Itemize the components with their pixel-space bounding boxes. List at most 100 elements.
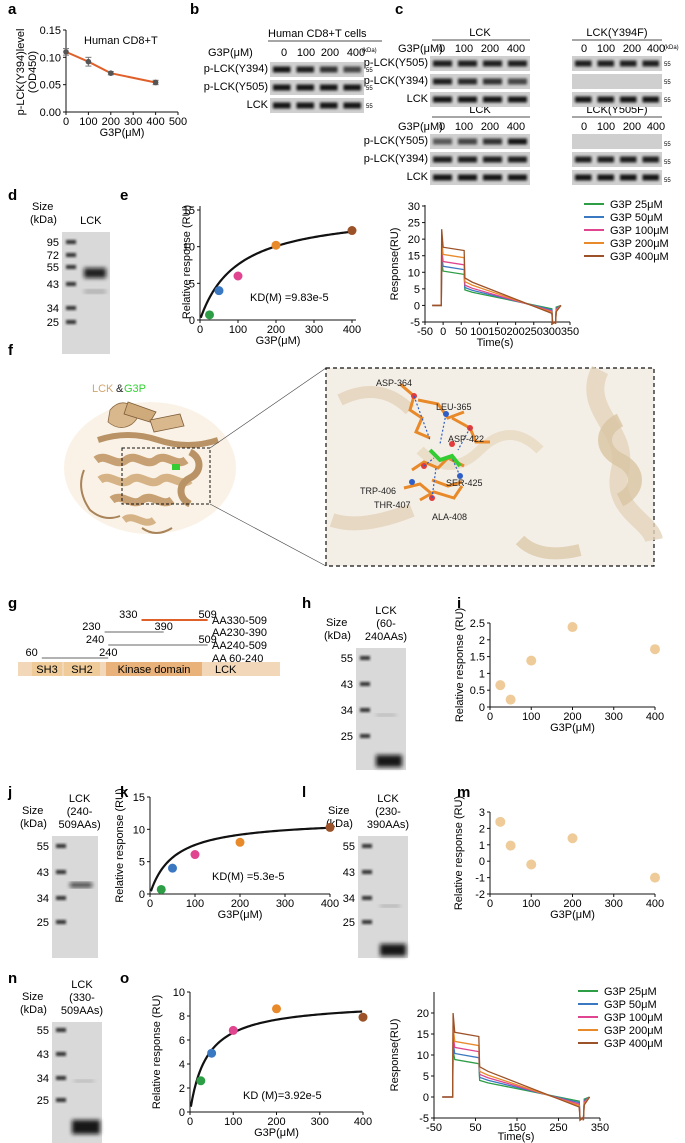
gel-ladder-band [66,320,76,324]
y-tick-label: -2 [475,889,485,901]
y-tick-label: 25 [408,218,420,230]
y-tick-label: 5 [189,278,195,290]
gel-ladder-band [56,844,66,848]
kd-label: KD(M) =5.3e-5 [212,871,284,883]
y-tick-label: 0 [479,856,485,868]
legend-label: G3P 100μM [604,1012,663,1024]
blot-strip-band [458,78,477,85]
blot-strip-band [620,60,637,67]
blot-strip-band [296,66,314,73]
blot-strip-band [483,96,502,103]
x-tick-label: 100 [79,116,97,128]
data-point [196,1076,206,1086]
blot-strip-membrane [572,92,662,107]
x-tick-label: 300 [543,326,561,338]
data-point [168,863,177,873]
gel-ladder-band [66,306,76,310]
blot-row-label: LCK [407,93,429,105]
gel-ladder-band [56,1076,66,1080]
gel-ladder-label: 95 [47,237,59,249]
panel-c-top-left-title: LCK [469,27,491,39]
gel-size-label: Size [326,617,347,629]
blot-strip-band [296,84,314,91]
data-point [214,286,224,296]
data-point [567,833,578,844]
legend-label: G3P 50μM [610,212,663,224]
x-tick-label: 200 [563,711,581,723]
gel-ladder-band [66,253,76,257]
panel-f-title-amp: & [116,383,124,395]
panel-o-sensor-ylabel: Response(RU) [389,1019,401,1092]
y-tick-label: 2 [479,823,485,835]
gel-ladder-label: 34 [37,893,49,905]
y-tick-label: -5 [410,317,420,329]
x-tick-label: 0 [197,324,203,336]
blot-strip-band [575,96,592,103]
panel-f-title-lck: LCK [92,383,114,395]
legend-label: G3P 200μM [604,1025,663,1037]
x-tick-label: 400 [343,324,361,336]
panel-i-chart: Relative response (RU) G3P(μM) 0 100 200 300 4… [454,608,664,734]
sensorgram-trace [432,239,562,325]
panel-a-xlabel: G3P(μM) [100,127,145,139]
gel-lane-label: (330- [69,992,95,1004]
y-tick-label: 15 [408,251,420,263]
panel-label-n: n [8,970,17,987]
gel-band [380,944,406,956]
conc-label: 100 [297,47,315,59]
gel-ladder-label: 34 [343,893,355,905]
gel-lane-label: LCK [377,793,399,805]
gel-ladder-label: 55 [37,1025,49,1037]
blot-row-label: LCK [407,171,429,183]
y-axis-label: Relative response (RU) [151,995,163,1109]
conc-label: 0 [281,47,287,59]
conc-label: 400 [647,43,665,55]
gel-lane-label: LCK [71,979,93,991]
y-tick-label: 0 [189,315,195,327]
data-point [156,884,166,894]
blot-strip-band [433,174,452,181]
data-point [233,271,243,281]
panel-b-conc-label: G3P(μM) [208,47,253,59]
x-tick-label: 100 [522,898,540,910]
blot-strip-membrane [270,80,364,95]
x-tick-label: 300 [311,1116,329,1128]
gel-ladder-label: 25 [341,731,353,743]
blot-strip-band [597,174,614,181]
construct-end: 509 [198,609,216,621]
gel-ladder-label: 43 [47,279,59,291]
x-tick-label: 350 [561,326,579,338]
y-tick-label: -5 [419,1113,429,1125]
conc-label: 100 [455,121,473,133]
blot-strip-band [642,156,659,163]
x-tick-label: 150 [508,1122,526,1134]
x-axis-label: G3P(μM) [550,722,595,734]
x-tick-label: 500 [169,116,187,128]
domain-label: SH2 [71,664,92,676]
sensorgram-trace [442,1033,591,1122]
y-tick-label: 0 [179,1107,185,1119]
mw-marker: 55 [366,104,373,110]
gel-band [72,1120,100,1134]
x-tick-label: 50 [455,326,467,338]
residue-label: LEU-365 [436,402,472,412]
x-tick-label: 400 [646,898,664,910]
y-axis-label: Relative response (RU) [453,796,465,910]
y-tick-label: 1 [479,668,485,680]
domain-label: SH3 [36,664,57,676]
blot-strip-band [296,102,314,109]
data-point [108,70,114,76]
blot-strip-band [483,138,502,145]
gel-ladder-band [56,1098,66,1102]
y-tick-label: 20 [417,1008,429,1020]
construct-start: 60 [26,647,38,659]
y-tick-label: 5 [414,284,420,296]
y-tick-label: 20 [408,234,420,246]
gel-ladder-label: 25 [37,1095,49,1107]
y-tick-label: 5 [139,857,145,869]
gel-ladder-band [56,1028,66,1032]
construct-end: 390 [154,621,172,633]
blot-strip-band [433,60,452,67]
